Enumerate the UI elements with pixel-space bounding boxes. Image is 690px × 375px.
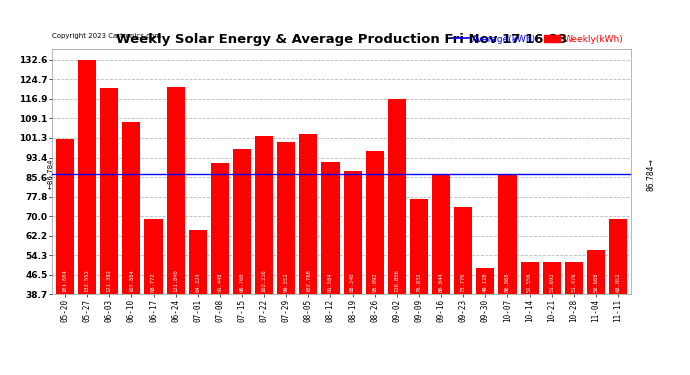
Bar	[233, 149, 251, 294]
Bar	[344, 171, 362, 294]
Text: 56.608: 56.608	[593, 272, 598, 292]
Bar	[564, 262, 583, 294]
Text: 51.556: 51.556	[527, 272, 532, 292]
Text: 102.768: 102.768	[306, 269, 311, 292]
Legend: Average(kWh), Weekly(kWh): Average(kWh), Weekly(kWh)	[448, 31, 627, 47]
Text: 102.216: 102.216	[262, 269, 266, 292]
Text: 95.892: 95.892	[372, 272, 377, 292]
Bar	[476, 268, 495, 294]
Text: 91.584: 91.584	[328, 272, 333, 292]
Bar	[78, 60, 96, 294]
Bar	[122, 122, 141, 294]
Text: 76.932: 76.932	[417, 272, 422, 292]
Text: 86.868: 86.868	[505, 272, 510, 292]
Text: 101.064: 101.064	[63, 269, 68, 292]
Bar	[100, 88, 119, 294]
Text: 96.760: 96.760	[239, 272, 244, 292]
Text: 86.784→: 86.784→	[647, 158, 656, 190]
Bar	[366, 152, 384, 294]
Text: 68.952: 68.952	[615, 272, 620, 292]
Bar	[498, 174, 517, 294]
Bar	[211, 163, 229, 294]
Bar	[322, 162, 339, 294]
Bar	[166, 87, 185, 294]
Bar	[520, 262, 539, 294]
Bar	[410, 199, 428, 294]
Text: 73.776: 73.776	[461, 272, 466, 292]
Text: 64.324: 64.324	[195, 272, 200, 292]
Text: 49.128: 49.128	[483, 272, 488, 292]
Text: 121.392: 121.392	[107, 269, 112, 292]
Text: 107.884: 107.884	[129, 269, 134, 292]
Bar	[299, 134, 317, 294]
Text: 121.840: 121.840	[173, 269, 178, 292]
Text: 51.692: 51.692	[549, 272, 554, 292]
Bar	[587, 250, 605, 294]
Title: Weekly Solar Energy & Average Production Fri Nov 17 16:33: Weekly Solar Energy & Average Production…	[116, 33, 567, 46]
Text: ←86.784: ←86.784	[48, 159, 54, 189]
Text: 68.772: 68.772	[151, 272, 156, 292]
Text: Copyright 2023 Cartronics.com: Copyright 2023 Cartronics.com	[52, 33, 161, 39]
Text: 91.448: 91.448	[217, 272, 222, 292]
Bar	[255, 136, 273, 294]
Text: 86.844: 86.844	[439, 272, 444, 292]
Bar	[542, 262, 561, 294]
Bar	[277, 142, 295, 294]
Bar	[188, 230, 207, 294]
Text: 132.552: 132.552	[85, 269, 90, 292]
Text: 51.476: 51.476	[571, 272, 576, 292]
Bar	[609, 219, 627, 294]
Bar	[454, 207, 472, 294]
Bar	[432, 174, 450, 294]
Text: 99.552: 99.552	[284, 272, 288, 292]
Bar	[56, 138, 74, 294]
Text: 116.856: 116.856	[395, 269, 400, 292]
Text: 88.240: 88.240	[350, 272, 355, 292]
Bar	[144, 219, 163, 294]
Bar	[388, 99, 406, 294]
